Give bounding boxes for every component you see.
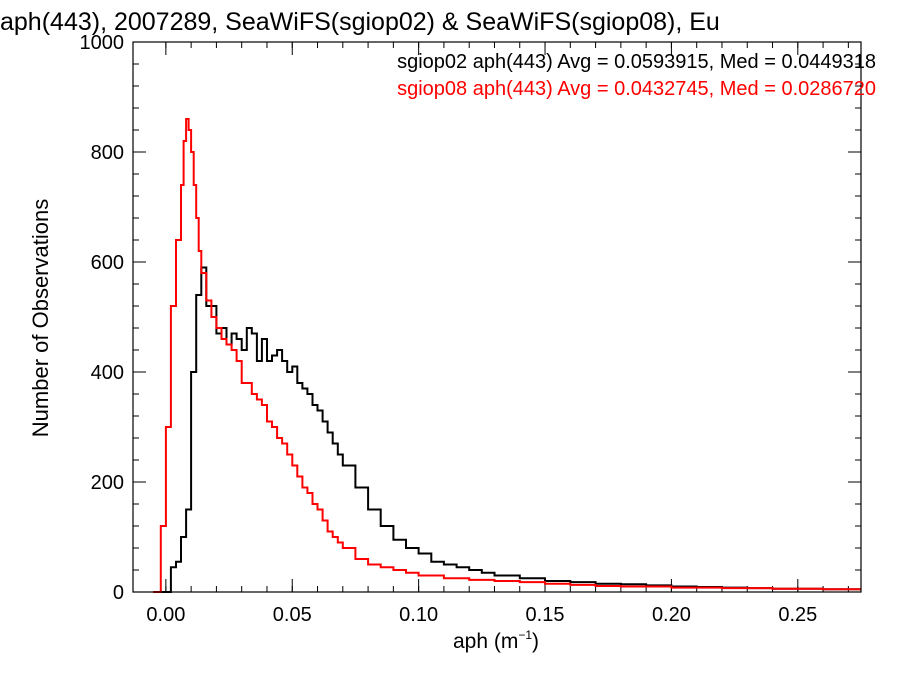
x-tick-label: 0.05 xyxy=(273,604,312,626)
y-tick-label: 800 xyxy=(91,142,124,164)
x-tick-label: 0.25 xyxy=(778,604,817,626)
y-tick-label: 0 xyxy=(113,582,124,604)
plot-frame xyxy=(132,41,862,593)
y-tick-label: 200 xyxy=(91,472,124,494)
tick-labels: 0.00 0.05 0.10 0.15 0.20 0.25 0 200 400 600 800 100… xyxy=(80,32,818,626)
y-axis-label: Number of Observations xyxy=(28,199,53,437)
x-axis-label: aph (m−1) xyxy=(453,628,539,653)
x-axis-label-main: aph (m xyxy=(453,630,518,653)
x-axis-label-sup: −1 xyxy=(518,628,532,642)
x-tick-label: 0.10 xyxy=(399,604,438,626)
x-tick-label: 0.15 xyxy=(526,604,565,626)
annotation-sgiop08: sgiop08 aph(443) Avg = 0.0432745, Med = … xyxy=(397,78,876,100)
chart-title: aph(443), 2007289, SeaWiFS(sgiop02) & Se… xyxy=(0,8,720,36)
y-tick-label: 400 xyxy=(91,362,124,384)
x-tick-label: 0.00 xyxy=(146,604,185,626)
series-line-sgiop02 xyxy=(160,266,861,593)
series-group xyxy=(153,118,861,593)
axes-ticks xyxy=(133,41,861,593)
x-axis-label-close: ) xyxy=(532,630,539,653)
y-tick-label: 1000 xyxy=(80,32,125,54)
series-line-sgiop08 xyxy=(153,118,861,593)
y-tick-label: 600 xyxy=(91,252,124,274)
annotation-sgiop02: sgiop02 aph(443) Avg = 0.0593915, Med = … xyxy=(397,51,876,73)
x-tick-label: 0.20 xyxy=(652,604,691,626)
